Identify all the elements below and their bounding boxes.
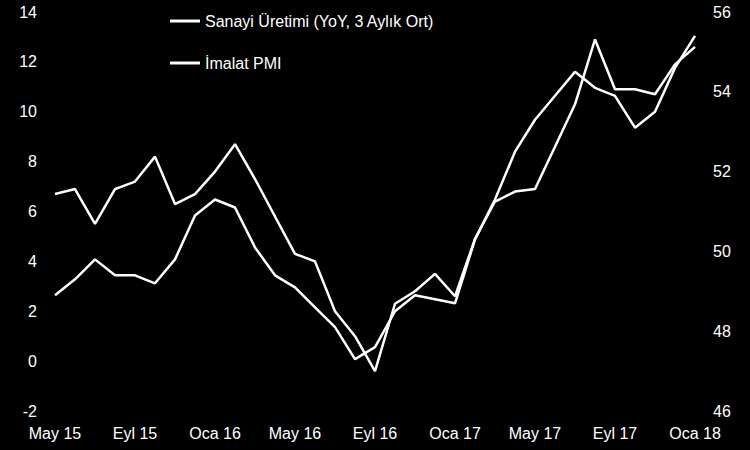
svg-text:-2: -2 (23, 403, 37, 420)
svg-text:Oca 16: Oca 16 (189, 425, 241, 442)
svg-text:Oca 18: Oca 18 (669, 425, 721, 442)
svg-text:10: 10 (19, 103, 37, 120)
svg-text:May 15: May 15 (29, 425, 82, 442)
svg-text:54: 54 (713, 83, 731, 100)
svg-text:56: 56 (713, 4, 731, 21)
svg-text:May 16: May 16 (269, 425, 322, 442)
svg-text:Eyl 17: Eyl 17 (593, 425, 638, 442)
svg-text:2: 2 (28, 303, 37, 320)
svg-text:İmalat PMI: İmalat PMI (205, 54, 281, 72)
svg-text:8: 8 (28, 153, 37, 170)
svg-text:Sanayi Üretimi (YoY, 3 Aylık O: Sanayi Üretimi (YoY, 3 Aylık Ort) (205, 13, 433, 30)
svg-text:Eyl 15: Eyl 15 (113, 425, 158, 442)
svg-text:Eyl 16: Eyl 16 (353, 425, 398, 442)
svg-text:May 17: May 17 (509, 425, 562, 442)
svg-text:50: 50 (713, 243, 731, 260)
svg-text:14: 14 (19, 4, 37, 21)
svg-text:0: 0 (28, 353, 37, 370)
svg-text:52: 52 (713, 163, 731, 180)
svg-text:4: 4 (28, 253, 37, 270)
svg-text:Oca 17: Oca 17 (429, 425, 481, 442)
svg-text:48: 48 (713, 323, 731, 340)
svg-text:46: 46 (713, 403, 731, 420)
svg-text:12: 12 (19, 53, 37, 70)
svg-text:6: 6 (28, 203, 37, 220)
